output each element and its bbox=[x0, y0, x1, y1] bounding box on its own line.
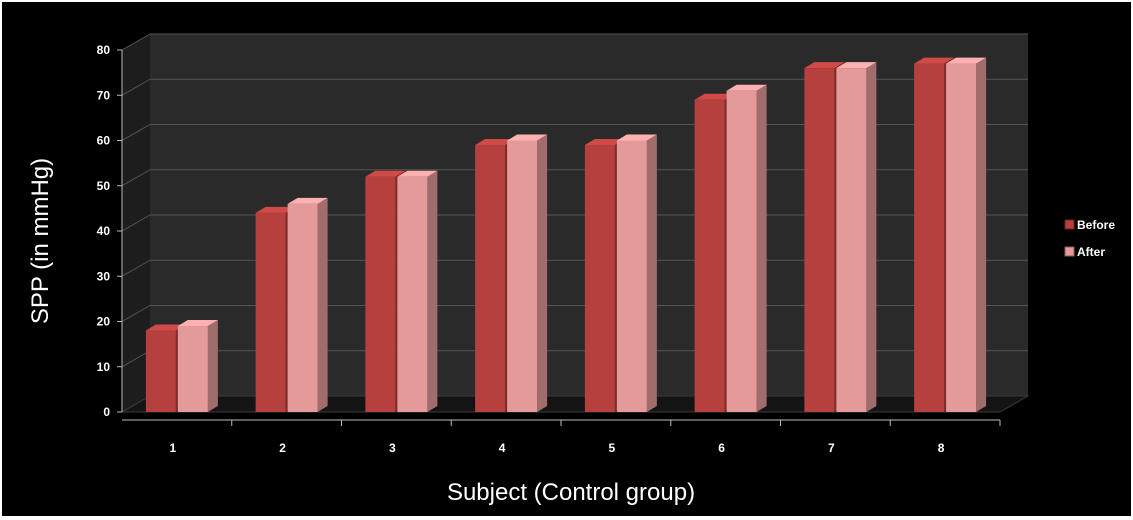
bar-top bbox=[584, 139, 625, 146]
gridline-side bbox=[121, 169, 151, 187]
bar-top bbox=[694, 93, 735, 100]
bar-top bbox=[914, 57, 955, 64]
x-tick-label: 1 bbox=[170, 441, 177, 455]
bar-front bbox=[397, 176, 428, 412]
bar-after-6 bbox=[726, 84, 767, 412]
bar-front bbox=[177, 326, 208, 412]
bar-after-5 bbox=[616, 134, 657, 412]
gridline-side bbox=[121, 259, 151, 277]
legend: Before After bbox=[1064, 218, 1115, 259]
gridline-side bbox=[121, 305, 151, 322]
y-tick-label: 70 bbox=[97, 88, 111, 102]
gridline-side bbox=[121, 33, 151, 51]
bar-top bbox=[397, 170, 438, 177]
bar-before-5 bbox=[584, 139, 625, 412]
bar-after-2 bbox=[287, 197, 328, 412]
y-tick-label: 30 bbox=[97, 269, 111, 283]
bar-after-3 bbox=[397, 170, 438, 412]
bar-top bbox=[255, 206, 296, 213]
bar-front bbox=[507, 140, 538, 412]
bar-top bbox=[365, 170, 406, 177]
x-axis-ticks: 1 2 3 4 5 6 7 8 bbox=[122, 419, 1001, 455]
bar-top bbox=[804, 62, 845, 69]
bar-front bbox=[836, 68, 867, 412]
bar-side bbox=[317, 197, 328, 412]
legend-label-before: Before bbox=[1077, 218, 1115, 232]
bar-after-1 bbox=[177, 320, 218, 412]
bar-front bbox=[694, 99, 725, 413]
bar-front bbox=[804, 68, 835, 412]
bar-side bbox=[427, 170, 438, 412]
x-tick-label: 5 bbox=[609, 441, 616, 455]
bar-top bbox=[177, 320, 218, 327]
y-tick-label: 10 bbox=[97, 360, 111, 374]
bar-top bbox=[507, 134, 548, 141]
bar-side bbox=[976, 57, 987, 412]
bar-side bbox=[646, 134, 657, 412]
y-axis-ticks: 0 10 20 30 40 50 60 70 80 bbox=[97, 43, 123, 419]
y-tick-label: 0 bbox=[103, 405, 110, 419]
y-tick-label: 50 bbox=[97, 179, 111, 193]
bar-front bbox=[726, 90, 757, 412]
bar-top bbox=[287, 197, 328, 204]
bar-front bbox=[946, 63, 977, 412]
x-tick-label: 3 bbox=[389, 441, 396, 455]
bar-after-8 bbox=[946, 57, 987, 412]
bar-front bbox=[616, 140, 647, 412]
bars bbox=[145, 57, 987, 413]
bar-front bbox=[914, 63, 945, 412]
legend-swatch-before bbox=[1064, 219, 1075, 230]
bar-top bbox=[836, 62, 877, 69]
legend-label-after: After bbox=[1077, 245, 1105, 259]
bar-top bbox=[475, 139, 516, 146]
y-tick-label: 80 bbox=[97, 43, 111, 57]
gridline-side bbox=[121, 350, 151, 368]
gridline-side bbox=[121, 124, 151, 141]
bar-top bbox=[726, 84, 767, 91]
x-tick-label: 8 bbox=[938, 441, 945, 455]
legend-swatch-after bbox=[1064, 246, 1075, 257]
bar-side bbox=[866, 62, 877, 412]
x-tick-label: 6 bbox=[718, 441, 725, 455]
bar-front bbox=[287, 203, 318, 412]
bar-after-4 bbox=[507, 134, 548, 412]
x-tick-label: 7 bbox=[828, 441, 835, 455]
y-tick-label: 40 bbox=[97, 224, 111, 238]
bar-side bbox=[756, 84, 767, 412]
gridline-side bbox=[121, 78, 151, 96]
bar-front bbox=[255, 212, 286, 412]
bar-after-7 bbox=[836, 62, 877, 412]
bar-front bbox=[475, 145, 506, 412]
bar-top bbox=[145, 324, 186, 331]
y-axis-title: SPP (in mmHg) bbox=[27, 158, 54, 324]
x-tick-label: 4 bbox=[499, 441, 506, 455]
gridline-side bbox=[121, 214, 151, 232]
bar-front bbox=[584, 145, 615, 412]
bar-front bbox=[145, 330, 176, 412]
y-tick-label: 60 bbox=[97, 134, 111, 148]
bar-side bbox=[537, 134, 548, 412]
y-tick-label: 20 bbox=[97, 315, 111, 329]
x-axis-title: Subject (Control group) bbox=[447, 479, 695, 506]
bar-top bbox=[946, 57, 987, 64]
bar-top bbox=[616, 134, 657, 141]
bar-front bbox=[365, 176, 396, 412]
bar-side bbox=[207, 320, 218, 412]
x-tick-label: 2 bbox=[279, 441, 286, 455]
